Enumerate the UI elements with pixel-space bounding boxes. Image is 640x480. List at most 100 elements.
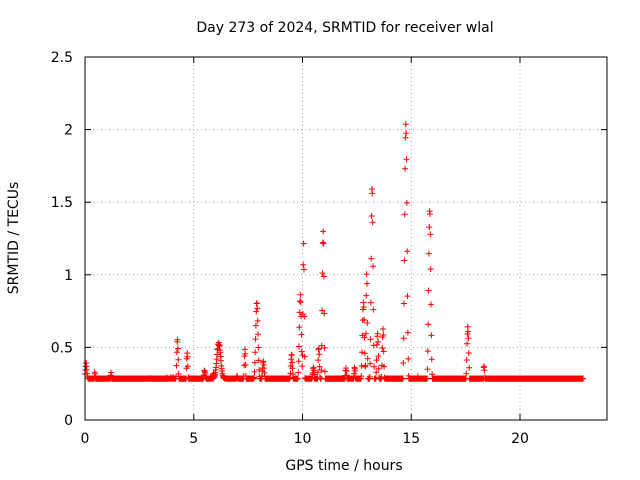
data-point [255, 331, 262, 338]
data-point [318, 367, 325, 374]
data-point [319, 307, 326, 314]
chart-title: Day 273 of 2024, SRMTID for receiver wla… [196, 20, 493, 36]
data-point [424, 348, 431, 355]
data-point [254, 305, 261, 312]
data-point [252, 349, 259, 356]
data-point [373, 341, 380, 348]
data-point [402, 121, 409, 128]
data-point [379, 325, 386, 332]
data-point [362, 362, 369, 369]
data-point [428, 356, 435, 363]
plot-frame [84, 56, 608, 421]
data-point [351, 370, 358, 377]
data-point [296, 309, 303, 316]
data-point [174, 345, 181, 352]
data-point [360, 306, 367, 313]
data-point [363, 292, 370, 299]
x-tick-label: 5 [189, 431, 198, 447]
data-point [402, 165, 409, 172]
y-tick-label: 0 [64, 413, 73, 429]
data-point [465, 349, 472, 356]
data-point [316, 351, 323, 358]
data-point [425, 250, 432, 257]
data-point [315, 357, 322, 364]
data-point [425, 321, 432, 328]
data-point [361, 350, 368, 357]
data-point [297, 291, 304, 298]
data-point [379, 345, 386, 352]
x-tick-label: 15 [402, 431, 420, 447]
data-point [404, 293, 411, 300]
data-point [320, 240, 327, 247]
data-point [320, 273, 327, 280]
data-point [369, 190, 376, 197]
data-point [315, 345, 322, 352]
data-point [289, 359, 296, 366]
data-point [255, 357, 262, 364]
data-point [380, 348, 387, 355]
data-point [367, 336, 374, 343]
data-point [402, 134, 409, 141]
data-point [373, 357, 380, 364]
data-point [380, 332, 387, 339]
y-tick-label: 2 [64, 123, 73, 139]
data-point [297, 298, 304, 305]
data-point [253, 308, 260, 315]
y-tick-label: 1 [64, 268, 73, 284]
data-point [360, 303, 367, 310]
data-point [428, 301, 435, 308]
data-point [252, 336, 259, 343]
data-point [427, 231, 434, 238]
data-point [295, 358, 302, 365]
data-point [580, 375, 587, 382]
data-point [358, 363, 365, 370]
data-point [374, 330, 381, 337]
data-point [298, 348, 305, 355]
data-point [254, 317, 261, 324]
data-point [255, 344, 262, 351]
data-point [251, 359, 258, 366]
data-point [405, 355, 412, 362]
data-point [297, 299, 304, 306]
data-point [242, 361, 249, 368]
data-point [319, 270, 326, 277]
data-point [301, 353, 308, 360]
data-point [288, 352, 295, 359]
data-point [242, 350, 249, 357]
data-point [403, 130, 410, 137]
data-point [364, 320, 371, 327]
data-point [321, 344, 328, 351]
data-point [295, 343, 302, 350]
data-point [298, 331, 305, 338]
data-point [289, 365, 296, 372]
data-point [300, 240, 307, 247]
data-point [184, 353, 191, 360]
data-point [375, 352, 382, 359]
data-point [358, 373, 365, 380]
data-point [175, 356, 182, 363]
data-point [427, 265, 434, 272]
data-point [403, 156, 410, 163]
data-point [463, 370, 470, 377]
data-point [252, 322, 259, 329]
data-point [466, 364, 473, 371]
data-point [363, 280, 370, 287]
data-point [358, 349, 365, 356]
data-point [371, 363, 378, 370]
data-point [367, 299, 374, 306]
data-point [399, 375, 406, 382]
x-tick-label: 10 [294, 431, 312, 447]
data-point [256, 366, 263, 373]
data-point [463, 356, 470, 363]
data-point [426, 210, 433, 217]
data-point [173, 362, 180, 369]
data-point [184, 363, 191, 370]
data-point [320, 228, 327, 235]
data-point [321, 310, 328, 317]
data-point [174, 336, 181, 343]
axes [84, 56, 608, 421]
data-point [404, 248, 411, 255]
data-point [400, 300, 407, 307]
data-point [173, 349, 180, 356]
